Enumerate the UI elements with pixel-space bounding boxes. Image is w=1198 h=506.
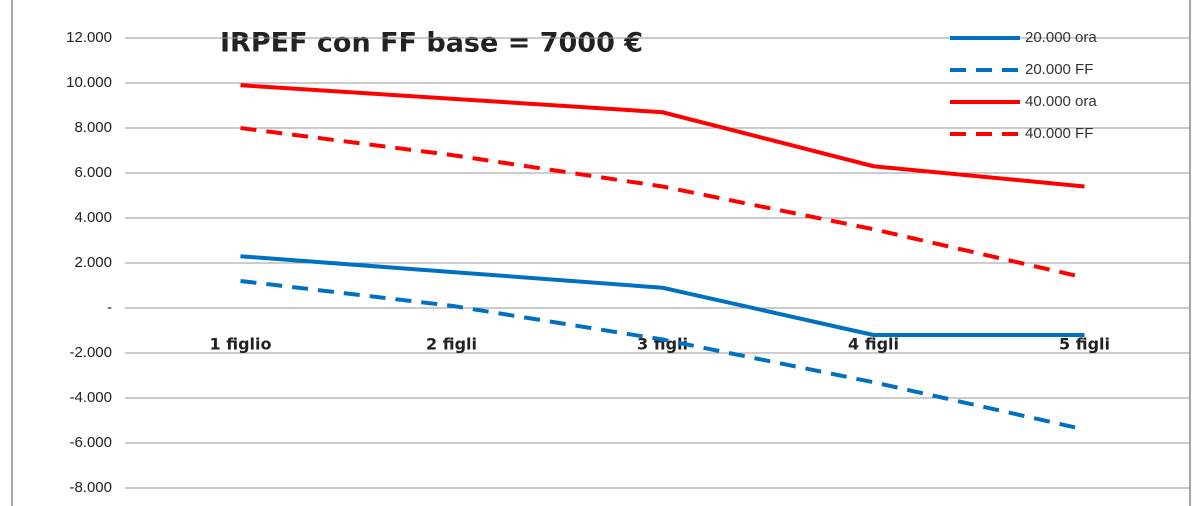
y-tick-label: -6.000: [69, 434, 112, 451]
y-tick-label: 2.000: [74, 254, 112, 271]
x-tick-label: 2 figli: [426, 335, 477, 354]
chart-title: IRPEF con FF base = 7000 €: [220, 28, 643, 59]
y-tick-label: 4.000: [74, 209, 112, 226]
legend-label: 20.000 FF: [1025, 61, 1093, 78]
x-tick-label: 3 figli: [637, 335, 688, 354]
legend-label: 20.000 ora: [1025, 29, 1097, 46]
legend-label: 40.000 ora: [1025, 93, 1097, 110]
x-tick-label: 1 figlio: [210, 335, 272, 354]
x-tick-label: 4 figli: [848, 335, 899, 354]
y-tick-label: 6.000: [74, 164, 112, 181]
series-line: [240, 83, 1085, 189]
y-tick-label: -4.000: [69, 389, 112, 406]
y-tick-label: 12.000: [66, 29, 112, 46]
legend-label: 40.000 FF: [1025, 125, 1093, 142]
y-tick-label: 10.000: [66, 74, 112, 91]
series-line: [240, 254, 1085, 337]
y-tick-label: 8.000: [74, 119, 112, 136]
series-line: [240, 126, 1085, 280]
y-tick-label: -8.000: [69, 479, 112, 496]
series-line: [240, 279, 1085, 432]
x-tick-label: 5 figli: [1059, 335, 1110, 354]
y-tick-label: -: [107, 299, 112, 316]
y-tick-label: -2.000: [69, 344, 112, 361]
